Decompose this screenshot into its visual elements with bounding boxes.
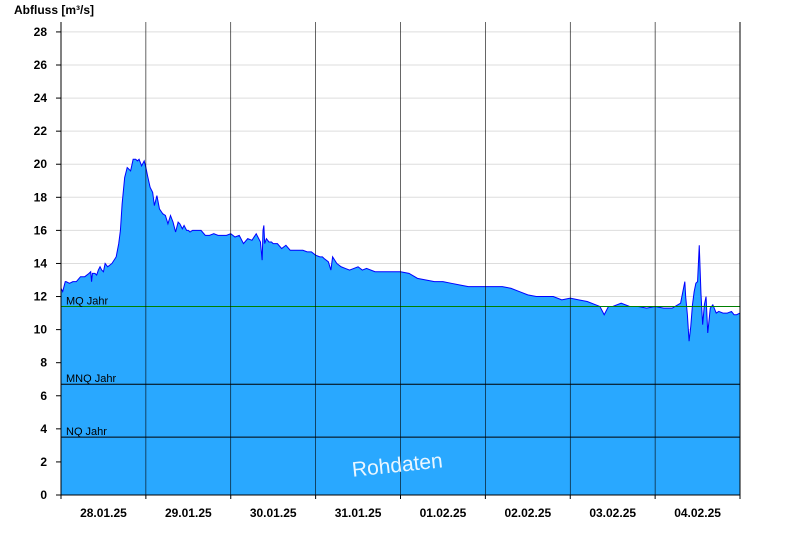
y-tick-label: 4 <box>40 422 47 436</box>
y-axis-label: Abfluss [m³/s] <box>14 3 94 17</box>
reference-lines: MQ Jahr MNQ Jahr NQ Jahr <box>61 295 740 438</box>
y-tick-label: 0 <box>40 488 47 502</box>
y-tick-label: 22 <box>34 124 48 138</box>
reference-label: MQ Jahr <box>66 295 109 307</box>
x-tick-labels: 28.01.25 29.01.25 30.01.25 31.01.25 01.02.25… <box>80 506 721 520</box>
axes <box>56 22 741 499</box>
reference-label: MNQ Jahr <box>66 373 116 385</box>
y-tick-label: 2 <box>40 455 47 469</box>
y-tick-label: 8 <box>40 356 47 370</box>
x-tick-label: 01.02.25 <box>420 506 467 520</box>
y-tick-label: 16 <box>34 223 48 237</box>
x-tick-label: 28.01.25 <box>80 506 127 520</box>
y-tick-label: 26 <box>34 58 48 72</box>
y-tick-label: 18 <box>34 190 48 204</box>
x-tick-label: 31.01.25 <box>335 506 382 520</box>
y-tick-label: 6 <box>40 389 47 403</box>
x-tick-label: 02.02.25 <box>504 506 551 520</box>
y-tick-label: 24 <box>34 91 48 105</box>
y-tick-label: 10 <box>34 323 48 337</box>
y-tick-label: 28 <box>34 25 48 39</box>
x-tick-label: 03.02.25 <box>589 506 636 520</box>
y-tick-label: 12 <box>34 290 48 304</box>
x-tick-label: 29.01.25 <box>165 506 212 520</box>
x-tick-label: 04.02.25 <box>674 506 721 520</box>
x-tick-label: 30.01.25 <box>250 506 297 520</box>
reference-label: NQ Jahr <box>66 426 107 438</box>
y-tick-label: 20 <box>34 157 48 171</box>
y-tick-label: 14 <box>34 256 48 270</box>
day-separators <box>145 22 656 495</box>
